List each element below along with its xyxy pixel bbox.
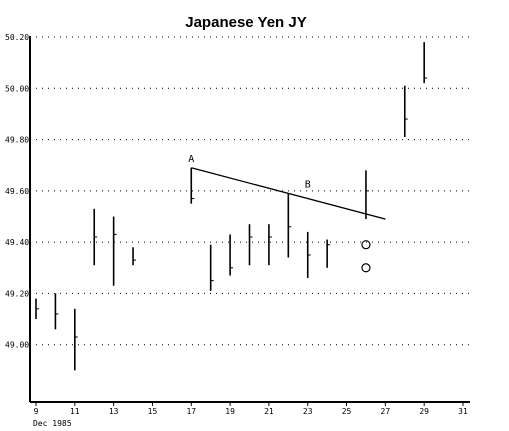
x-tick-label-11: 11 (70, 407, 80, 416)
circle-marker-1 (361, 240, 371, 250)
grid-lines (30, 36, 470, 346)
price-bar-2 (54, 293, 59, 330)
x-tick-label-27: 27 (381, 407, 391, 416)
y-tick-label-49.00: 49.00 (5, 341, 29, 350)
x-tick-label-29: 29 (419, 407, 429, 416)
chart-title: Japanese Yen JY (185, 14, 306, 31)
price-bar-7 (190, 167, 195, 204)
trendline-group (191, 167, 386, 220)
price-bar-1 (35, 298, 39, 320)
circle-markers (361, 240, 371, 273)
x-axis-month-label: Dec 1985 (33, 419, 72, 428)
annotations: AB (188, 154, 310, 191)
annotation-B: B (305, 179, 311, 190)
y-axis-ticks: 49.00 49.20 49.40 49.60 49.80 50.00 50.20 (5, 33, 29, 350)
price-bar-5 (112, 216, 117, 286)
y-tick-label-50.20: 50.20 (5, 33, 29, 42)
price-bar-10 (248, 224, 253, 266)
x-tick-label-19: 19 (225, 407, 235, 416)
price-bar-15 (365, 170, 369, 220)
price-bar-4 (93, 208, 98, 266)
y-tick-label-49.60: 49.60 (5, 187, 29, 196)
x-axis-ticks: 9 11 13 15 17 19 21 23 25 27 29 31 (34, 402, 468, 416)
trendline (191, 167, 386, 220)
price-bar-11 (268, 224, 272, 266)
x-tick-label-21: 21 (264, 407, 274, 416)
price-bar-12 (287, 193, 292, 258)
circle-marker-2 (361, 263, 371, 273)
price-bar-6 (132, 247, 137, 266)
price-bar-13 (306, 231, 311, 279)
price-bars (35, 42, 428, 371)
x-tick-label-13: 13 (109, 407, 119, 416)
x-tick-label-31: 31 (458, 407, 468, 416)
y-tick-label-49.20: 49.20 (5, 289, 29, 298)
price-bar-14 (326, 239, 331, 268)
x-tick-label-15: 15 (148, 407, 158, 416)
annotation-A: A (188, 154, 194, 165)
y-tick-label-49.40: 49.40 (5, 238, 29, 247)
price-bar-17 (423, 42, 428, 84)
x-tick-label-23: 23 (303, 407, 313, 416)
price-bar-16 (403, 85, 408, 138)
price-bar-3 (74, 308, 78, 371)
price-bar-9 (229, 234, 234, 276)
y-tick-label-50.00: 50.00 (5, 84, 29, 93)
price-bar-8 (209, 244, 214, 291)
x-tick-label-9: 9 (34, 407, 39, 416)
x-tick-label-17: 17 (186, 407, 196, 416)
y-tick-label-49.80: 49.80 (5, 136, 29, 145)
x-tick-label-25: 25 (342, 407, 352, 416)
